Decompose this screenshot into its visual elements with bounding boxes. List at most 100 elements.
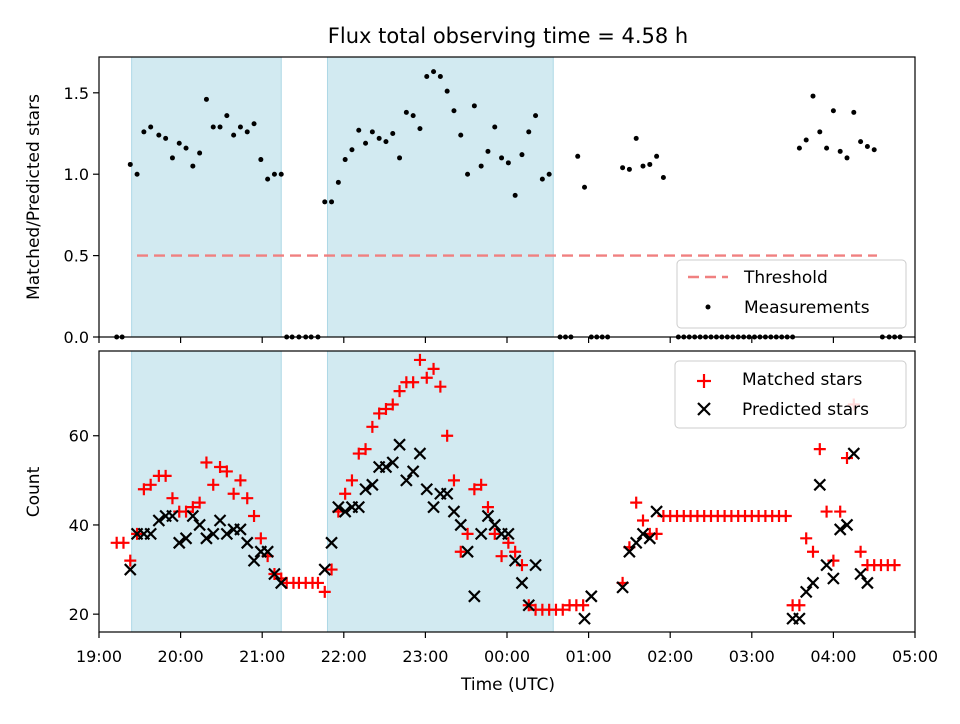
measurement-point [169,155,175,161]
observing-window-shade [326,350,554,633]
matched-star-point [420,371,433,384]
top-panel: 0.0 0.5 1.0 1.5 Matched/Predicted stars Thr… [24,56,916,347]
predicted-star-point [325,536,338,550]
measurement-point [134,171,140,177]
matched-star-point [454,545,467,558]
measurement-point [830,108,836,114]
y-tick-label: 60 [69,427,89,446]
predicted-star-point [643,532,657,545]
predicted-star-point [629,536,643,550]
predicted-star-point [172,536,186,550]
predicted-star-point [234,523,247,536]
predicted-star-point [427,500,440,514]
measurement-point [271,171,277,177]
matched-star-point [813,443,826,456]
measurement-point [403,109,409,115]
matched-star-point [214,460,227,473]
measurement-point [148,124,154,130]
measurement-point [141,129,147,135]
predicted-star-point [468,590,481,603]
predicted-star-point [332,500,345,514]
matched-star-point [793,599,806,612]
matched-star-point [488,527,501,540]
measurement-point [505,160,511,166]
measurement-point [163,135,169,141]
matched-star-point [502,536,515,549]
observing-window-shade [131,56,282,338]
matched-star-point [779,510,792,523]
measurement-point [278,171,284,177]
measurement-point [176,140,182,146]
predicted-star-point [274,576,288,590]
matched-star-point [515,559,528,572]
matched-star-point [117,536,130,549]
matched-star-point [650,527,663,540]
x-tick-label: 20:00 [158,647,204,666]
matched-star-point [495,550,508,563]
predicted-star-point [359,482,372,496]
measurement-point [858,139,864,145]
matched-star-point [166,492,179,505]
measurement-point [265,176,271,182]
predicted-star-point [420,482,434,496]
y-tick-label: 20 [69,605,89,624]
matched-star-point [366,420,379,433]
predicted-star-point [585,590,598,603]
measurement-point [654,153,660,159]
predicted-star-point [352,500,366,514]
predicted-star-point [578,612,591,625]
predicted-star-point [854,567,867,581]
measurement-point [640,163,646,169]
measurements-legend-marker [705,304,711,310]
predicted-star-point [124,563,137,576]
measurement-point [817,129,823,135]
x-tick-label: 00:00 [484,647,530,666]
matched-star-point [386,398,399,411]
measurement-point [183,145,189,151]
measurement-point [251,121,257,127]
matched-star-point [220,465,233,478]
y-tick-label: 40 [69,516,89,535]
measurement-point [837,148,843,154]
matched-star-point [379,402,392,415]
matched-star-point [577,599,590,612]
measurement-point [810,93,816,99]
matched-star-point [193,496,206,509]
measurement-point [499,155,505,161]
measurement-point [383,139,389,145]
predicted-star-point [193,518,206,532]
matched-legend-label: Matched stars [742,370,862,390]
predicted-star-point [268,567,281,581]
x-axis-label: Time (UTC) [460,675,555,695]
predicted-star-point [799,585,813,599]
measurement-point [190,163,196,169]
measurement-point [519,152,525,158]
x-tick-label: 05:00 [892,647,938,666]
predicted-legend-label: Predicted stars [742,400,869,420]
matched-star-point [630,496,643,509]
predicted-star-point [488,518,502,532]
measurement-point [485,148,491,154]
predicted-star-point [393,438,406,451]
matched-star-point [234,474,247,487]
matched-star-point [827,554,840,567]
measurement-point [492,124,498,130]
matched-star-point [325,563,338,576]
measurement-point [258,157,264,163]
measurement-point [575,153,581,159]
measurement-point [342,157,348,163]
measurement-point [431,69,437,75]
measurement-point [864,144,870,150]
measurement-point [329,199,335,205]
predicted-star-point [529,558,542,572]
top-legend: Threshold Measurements [676,259,907,329]
matched-star-point [637,514,649,527]
matched-star-point [441,429,454,442]
predicted-star-point [861,576,874,590]
matched-star-point [509,545,522,558]
matched-star-point [481,501,494,514]
measurements-legend-label: Measurements [744,298,870,318]
matched-star-point [393,385,406,398]
matched-star-point [254,532,267,545]
predicted-star-point [508,554,522,567]
